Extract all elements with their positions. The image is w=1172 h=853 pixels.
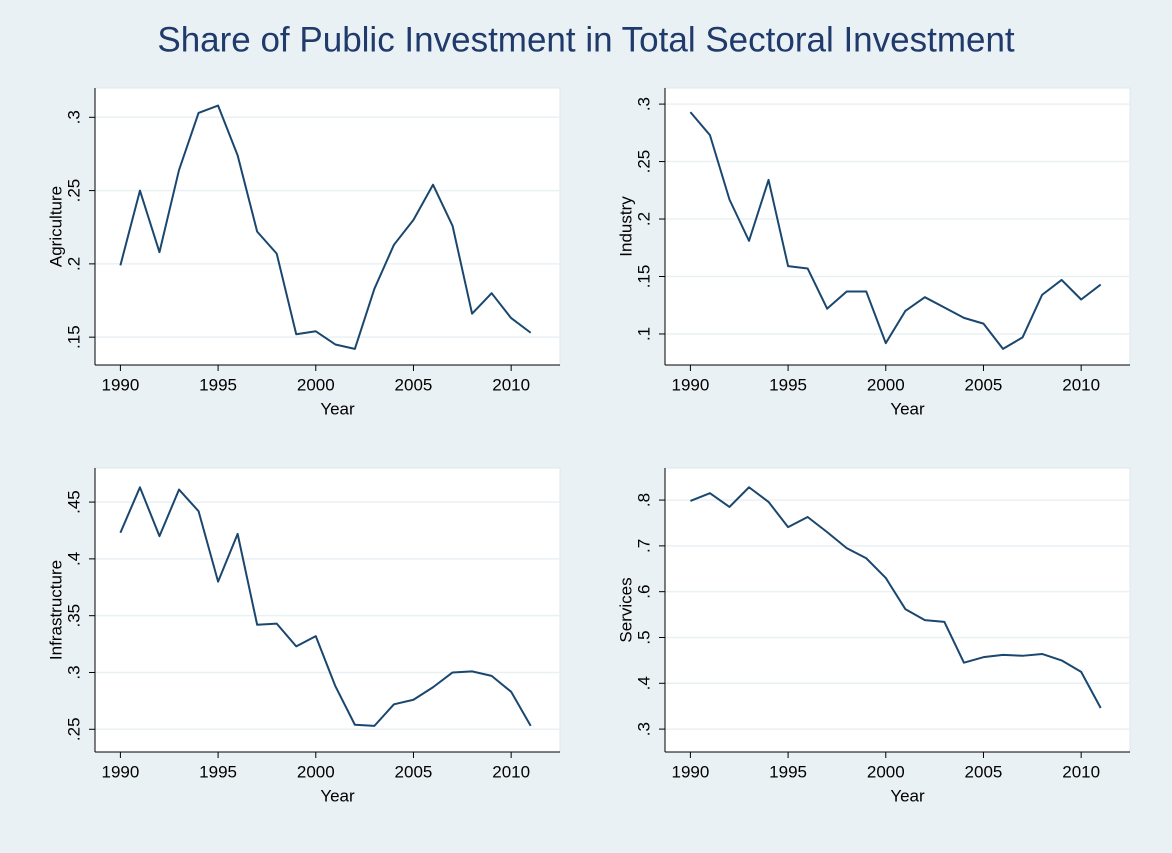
x-tick-label: 2010 [492, 762, 530, 781]
y-tick-label: .25 [634, 150, 653, 174]
x-tick-label: 2005 [395, 762, 433, 781]
x-tick-label: 1995 [199, 762, 237, 781]
x-tick-label: 2000 [297, 375, 335, 394]
y-tick-label: .4 [64, 552, 83, 566]
x-axis-label: Year [890, 399, 925, 418]
y-tick-label: .2 [634, 212, 653, 226]
plot-area [664, 467, 1131, 753]
y-tick-label: .7 [634, 539, 653, 553]
y-tick-label: .15 [634, 265, 653, 289]
y-tick-label: .45 [64, 490, 83, 514]
data-line [119, 104, 532, 350]
x-tick-label: 2000 [867, 375, 905, 394]
y-tick-label: .25 [64, 179, 83, 203]
x-tick-label: 1990 [671, 762, 709, 781]
x-tick-label: 1995 [769, 375, 807, 394]
y-tick-label: .25 [64, 717, 83, 741]
plot-area [94, 467, 561, 753]
y-tick-label: .4 [634, 676, 653, 690]
y-tick-label: .6 [634, 585, 653, 599]
x-tick-label: 2005 [395, 375, 433, 394]
x-axis-label: Year [320, 399, 355, 418]
x-tick-label: 1990 [671, 375, 709, 394]
data-line [119, 486, 532, 727]
y-axis-label: Industry [616, 196, 635, 257]
x-tick-label: 1990 [101, 375, 139, 394]
y-tick-label: .3 [64, 110, 83, 124]
y-tick-label: .1 [634, 327, 653, 341]
x-tick-label: 2000 [297, 762, 335, 781]
x-tick-label: 2000 [867, 762, 905, 781]
y-axis-label: Infrastructure [46, 560, 65, 660]
y-tick-label: .35 [64, 604, 83, 628]
x-axis-label: Year [890, 786, 925, 805]
y-tick-label: .2 [64, 257, 83, 271]
y-tick-label: .3 [634, 97, 653, 111]
y-tick-label: .5 [634, 630, 653, 644]
y-axis-label: Services [616, 577, 635, 642]
figure-title: Share of Public Investment in Total Sect… [157, 20, 1015, 59]
y-tick-label: .3 [634, 722, 653, 736]
x-tick-label: 1995 [769, 762, 807, 781]
x-tick-label: 2005 [965, 762, 1003, 781]
data-line [690, 486, 1102, 709]
y-tick-label: .8 [634, 493, 653, 507]
y-axis-label: Agriculture [46, 186, 65, 267]
x-tick-label: 2010 [1062, 762, 1100, 781]
y-tick-label: .15 [64, 325, 83, 349]
x-tick-label: 1995 [199, 375, 237, 394]
x-axis-label: Year [320, 786, 355, 805]
plot-area [94, 87, 561, 366]
x-tick-label: 2005 [965, 375, 1003, 394]
x-tick-label: 2010 [1062, 375, 1100, 394]
data-line [689, 111, 1102, 350]
y-tick-label: .3 [64, 665, 83, 679]
x-tick-label: 1990 [101, 762, 139, 781]
x-tick-label: 2010 [492, 375, 530, 394]
